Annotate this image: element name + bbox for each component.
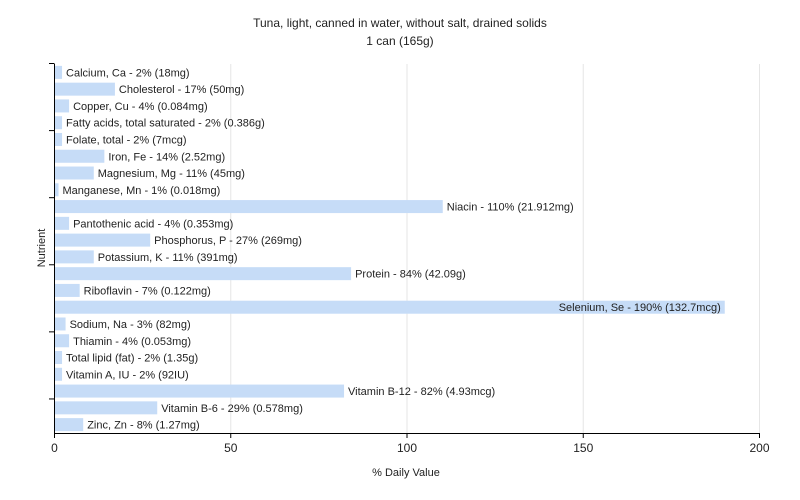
bar-label: Potassium, K - 11% (391mg) xyxy=(98,252,238,264)
bar-label: Vitamin B-6 - 29% (0.578mg) xyxy=(161,403,303,415)
bar xyxy=(55,183,59,197)
axes: 0 50 100 150 200 xyxy=(49,63,770,455)
bar-label: Manganese, Mn - 1% (0.018mg) xyxy=(63,185,221,197)
grid-lines xyxy=(230,64,760,433)
bar-label: Calcium, Ca - 2% (18mg) xyxy=(66,67,189,79)
bar xyxy=(55,166,94,180)
bar xyxy=(55,65,63,79)
bar-label: Phosphorus, P - 27% (269mg) xyxy=(154,235,302,247)
bar xyxy=(55,250,94,264)
bar-label: Niacin - 110% (21.912mg) xyxy=(447,202,574,214)
x-tick-label: 150 xyxy=(573,441,593,455)
y-axis-label: Nutrient xyxy=(36,229,48,268)
bar-label: Magnesium, Mg - 11% (45mg) xyxy=(98,168,245,180)
bar-label: Selenium, Se - 190% (132.7mcg) xyxy=(559,302,721,314)
bar-label: Sodium, Na - 3% (82mg) xyxy=(70,319,191,331)
x-tick-label: 50 xyxy=(224,441,238,455)
bar-label: Folate, total - 2% (7mcg) xyxy=(66,134,186,146)
bar-label: Vitamin B-12 - 82% (4.93mcg) xyxy=(348,386,495,398)
bar xyxy=(55,82,115,96)
x-tick-label: 0 xyxy=(51,441,58,455)
bar xyxy=(55,317,66,331)
bars: Calcium, Ca - 2% (18mg) Cholesterol - 17%… xyxy=(55,65,725,432)
bar xyxy=(55,149,105,163)
bar xyxy=(55,300,725,314)
bar-label: Pantothenic acid - 4% (0.353mg) xyxy=(73,218,233,230)
bar-label: Thiamin - 4% (0.053mg) xyxy=(73,336,191,348)
bar-label: Copper, Cu - 4% (0.084mg) xyxy=(73,101,208,113)
bar xyxy=(55,401,158,415)
bar-label: Iron, Fe - 14% (2.52mg) xyxy=(108,151,225,163)
bar xyxy=(55,351,63,365)
bar xyxy=(55,200,443,214)
chart-title: Tuna, light, canned in water, without sa… xyxy=(253,16,547,30)
chart-subtitle: 1 can (165g) xyxy=(366,34,433,48)
bar-label: Vitamin A, IU - 2% (92IU) xyxy=(66,369,189,381)
bar xyxy=(55,233,151,247)
bar-label: Protein - 84% (42.09g) xyxy=(355,269,466,281)
bar xyxy=(55,334,70,348)
bar xyxy=(55,116,63,130)
bar xyxy=(55,283,80,297)
bar xyxy=(55,99,70,113)
x-axis-label: % Daily Value xyxy=(372,467,440,479)
bar xyxy=(55,216,70,230)
bar-label: Total lipid (fat) - 2% (1.35g) xyxy=(66,353,198,365)
bar xyxy=(55,418,84,432)
bar xyxy=(55,267,352,281)
bar xyxy=(55,384,345,398)
x-tick-label: 200 xyxy=(749,441,769,455)
bar xyxy=(55,132,63,146)
x-tick-label: 100 xyxy=(397,441,417,455)
bar-label: Riboflavin - 7% (0.122mg) xyxy=(84,285,211,297)
bar-label: Fatty acids, total saturated - 2% (0.386… xyxy=(66,118,265,130)
bar xyxy=(55,367,63,381)
bar-label: Zinc, Zn - 8% (1.27mg) xyxy=(87,420,199,432)
bar-label: Cholesterol - 17% (50mg) xyxy=(119,84,244,96)
